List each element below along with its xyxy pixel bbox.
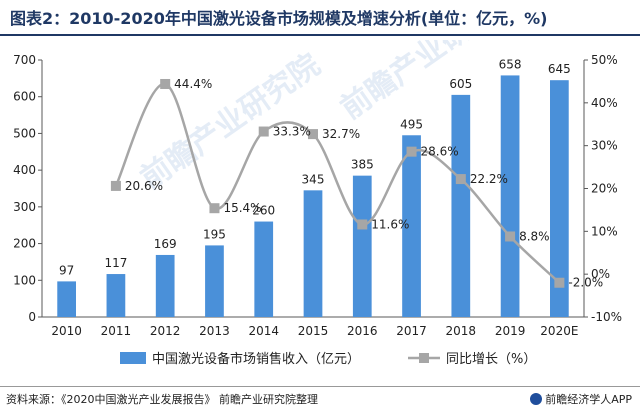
bar xyxy=(303,190,323,317)
legend-line-label: 同比增长（%） xyxy=(446,352,536,367)
y-left-tick-label: 0 xyxy=(28,310,36,324)
title-divider xyxy=(0,34,640,36)
footer-divider xyxy=(0,386,640,387)
line-series xyxy=(110,78,565,288)
bar-value-label: 495 xyxy=(400,117,423,131)
brand-logo-icon xyxy=(530,393,543,405)
bar xyxy=(352,175,372,317)
y-right-tick-label: -10% xyxy=(591,310,622,324)
line-value-label: 8.8% xyxy=(519,229,550,243)
y-left-tick-label: 300 xyxy=(13,200,36,214)
bar-value-label: 169 xyxy=(154,237,177,251)
y-left-tick-label: 100 xyxy=(13,273,36,287)
x-tick-label: 2014 xyxy=(248,324,279,338)
line-value-label: 20.6% xyxy=(125,179,163,193)
line-value-label: -2.0% xyxy=(568,276,603,290)
line-value-label: 11.6% xyxy=(371,217,409,231)
line-point xyxy=(505,231,516,242)
bar-value-label: 117 xyxy=(104,256,127,270)
bar xyxy=(155,254,175,317)
y-left-tick-label: 200 xyxy=(13,237,36,251)
line-value-label: 22.2% xyxy=(470,172,508,186)
line-point xyxy=(258,126,269,137)
x-tick-label: 2015 xyxy=(298,324,329,338)
source-note: 资料来源：《2020中国激光产业发展报告》 前瞻产业研究院整理 xyxy=(6,393,318,406)
line-value-label: 15.4% xyxy=(223,201,261,215)
chart-area: 前瞻产业研究院 前瞻产业研究院 0 100 200 300 400 500 600 700 -10… xyxy=(13,40,622,367)
growth-line xyxy=(114,82,561,284)
y-right-tick-label: 40% xyxy=(591,96,618,110)
y-left-tick-label: 500 xyxy=(13,126,36,140)
bar xyxy=(106,274,126,317)
data-labels: 97 117 169 195 260 345 385 495 605 658 645 20.6% 44.… xyxy=(59,57,603,289)
x-tick-label: 2012 xyxy=(150,324,181,338)
bar xyxy=(550,80,569,317)
legend: 中国激光设备市场销售收入（亿元） 同比增长（%） xyxy=(120,351,536,367)
x-tick-label: 2017 xyxy=(396,324,427,338)
bar-value-label: 345 xyxy=(302,172,325,186)
bar-series xyxy=(57,75,569,317)
line-point xyxy=(357,219,368,230)
x-tick-label: 2020E xyxy=(540,324,578,338)
line-point xyxy=(554,277,565,288)
y-right-tick-label: 30% xyxy=(591,139,618,153)
line-point xyxy=(209,203,220,214)
x-tick-label: 2010 xyxy=(51,324,82,338)
x-tick-label: 2013 xyxy=(199,324,230,338)
y-left-tick-label: 700 xyxy=(13,53,36,67)
chart-title: 图表2：2010-2020年中国激光设备市场规模及增速分析(单位：亿元，%) xyxy=(10,9,548,28)
bar xyxy=(402,135,421,317)
x-tick-label: 2011 xyxy=(101,324,132,338)
bar-value-label: 195 xyxy=(203,227,226,241)
legend-line-marker xyxy=(419,353,429,363)
bar-value-label: 645 xyxy=(548,62,571,76)
line-value-label: 32.7% xyxy=(322,127,360,141)
bar-value-label: 260 xyxy=(252,204,275,218)
x-tick-label: 2019 xyxy=(495,324,526,338)
brand-name: 前瞻经济学人APP xyxy=(545,393,632,406)
bar xyxy=(254,221,274,317)
line-point xyxy=(455,174,466,185)
brand-credit: 前瞻经济学人APP xyxy=(442,390,632,410)
x-tick-label: 2018 xyxy=(446,324,477,338)
y-right-tick-label: 0% xyxy=(591,267,610,281)
bar-value-label: 97 xyxy=(59,263,74,277)
line-point xyxy=(308,129,318,140)
bar-value-label: 658 xyxy=(499,57,522,71)
y-right-tick-label: 10% xyxy=(591,224,618,238)
watermark-text: 前瞻产业研究院 xyxy=(135,47,327,196)
y-right-tick-label: 20% xyxy=(591,182,618,196)
y-left-tick-label: 400 xyxy=(13,163,36,177)
line-point xyxy=(160,78,171,89)
bar-value-label: 385 xyxy=(351,158,374,172)
bar xyxy=(451,94,471,317)
legend-bar-label: 中国激光设备市场销售收入（亿元） xyxy=(152,351,360,367)
x-tick-label: 2016 xyxy=(347,324,378,338)
line-point xyxy=(406,146,417,157)
line-point xyxy=(110,180,121,191)
bar-value-label: 605 xyxy=(449,77,472,91)
y-right-tick-label: 50% xyxy=(591,53,618,67)
watermark-text: 前瞻产业研究院 xyxy=(335,40,527,127)
y-left-tick-label: 600 xyxy=(13,90,36,104)
bar xyxy=(205,245,224,317)
line-value-label: 44.4% xyxy=(174,77,212,91)
bar xyxy=(57,281,76,317)
axes: 0 100 200 300 400 500 600 700 -10% 0% 10% 20% 30% 40%… xyxy=(13,53,622,338)
line-value-label: 33.3% xyxy=(273,125,311,139)
legend-bar-swatch xyxy=(120,352,146,364)
bar xyxy=(500,75,520,317)
line-value-label: 28.6% xyxy=(421,145,459,159)
